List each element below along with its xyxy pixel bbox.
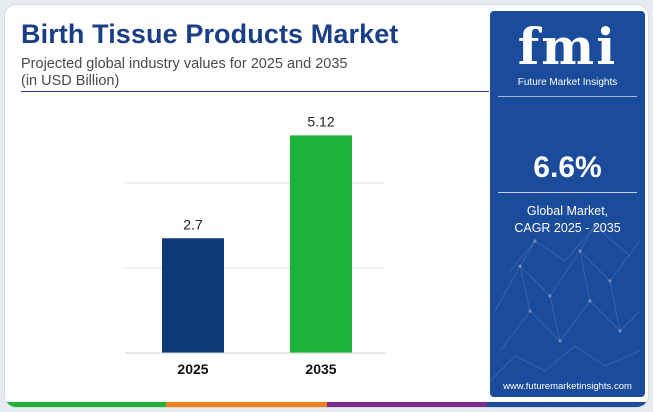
network-pattern-graphic — [490, 224, 641, 382]
data-label: 2.7 — [183, 216, 203, 232]
bar-2025 — [162, 238, 224, 353]
chart-title: Birth Tissue Products Market — [21, 19, 399, 49]
chart-subtitle: Projected global industry values for 202… — [21, 56, 481, 90]
bar-2035 — [290, 135, 352, 353]
x-tick-label: 2035 — [305, 361, 336, 377]
subtitle-line-2: (in USD Billion) — [21, 73, 120, 89]
cagr-label: Global Market, CAGR 2025 - 2035 — [490, 203, 645, 237]
website-url: www.futuremarketinsights.com — [503, 381, 632, 392]
stripe-segment — [5, 402, 166, 407]
subtitle-line-1: Projected global industry values for 202… — [21, 56, 348, 72]
x-tick-label: 2025 — [177, 361, 208, 377]
cagr-panel: fmi Future Market Insights 6.6% Global M… — [490, 11, 645, 397]
cagr-label-line-2: CAGR 2025 - 2035 — [514, 221, 621, 235]
stripe-segment — [487, 402, 648, 407]
infographic-card: Birth Tissue Products Market Projected g… — [4, 4, 649, 408]
bottom-color-stripe — [5, 402, 648, 407]
stripe-segment — [326, 402, 488, 407]
fmi-logo: fmi — [517, 17, 618, 76]
logo-divider — [498, 96, 637, 97]
cagr-value: 6.6% — [533, 151, 602, 184]
stripe-segment — [165, 402, 327, 407]
data-label: 5.12 — [307, 113, 334, 129]
bar-chart: 2.7 2025 5.12 2035 — [125, 113, 385, 377]
cagr-label-line-1: Global Market, — [526, 204, 609, 218]
cagr-divider — [498, 192, 637, 193]
logo-text: Future Market Insights — [517, 77, 618, 88]
title-underline — [21, 91, 489, 92]
